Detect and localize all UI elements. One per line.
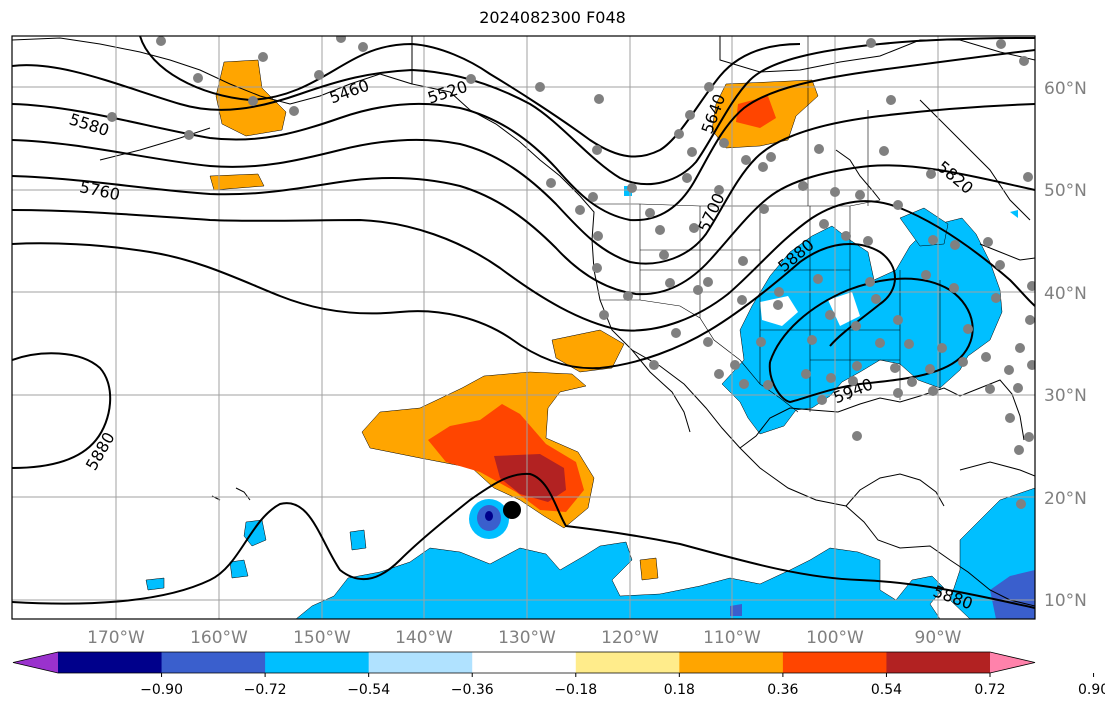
colorbar-tick-label: −0.36 <box>451 682 494 698</box>
colorbar-segment <box>472 652 577 673</box>
latitude-label: 50°N <box>1044 181 1087 201</box>
colorbar-segment <box>886 652 991 673</box>
colorbar-tick-label: 0.90 <box>1078 682 1105 698</box>
latitude-label: 40°N <box>1044 284 1087 304</box>
longitude-label: 170°W <box>87 628 145 648</box>
colorbar-tick-label: −0.90 <box>140 682 183 698</box>
colorbar-segment <box>679 652 784 673</box>
shaded-anomaly-fields <box>145 59 1035 619</box>
graticule <box>12 36 1035 619</box>
map-area: 5460 5520 5580 5640 5700 5760 5820 5880 … <box>12 36 1035 619</box>
longitude-label: 100°W <box>806 628 864 648</box>
longitude-label: 110°W <box>703 628 761 648</box>
latitude-axis: 60°N 50°N 40°N 30°N 20°N 10°N <box>1044 79 1087 611</box>
colorbar-tick-label: −0.72 <box>244 682 287 698</box>
colorbar-extend-low <box>13 652 58 673</box>
colorbar-tick-label: 0.36 <box>767 682 798 698</box>
colorbar-segment <box>782 652 887 673</box>
longitude-label: 150°W <box>293 628 351 648</box>
colorbar-segment <box>265 652 370 673</box>
colorbar-tick-label: 0.54 <box>871 682 902 698</box>
colorbar-tick-label: −0.18 <box>554 682 597 698</box>
latitude-label: 20°N <box>1044 489 1087 509</box>
colorbar-segment <box>161 652 266 673</box>
longitude-label: 140°W <box>395 628 453 648</box>
latitude-label: 30°N <box>1044 386 1087 406</box>
storm-center-marker <box>503 501 521 519</box>
height-contours <box>12 36 1035 609</box>
station-markers <box>107 36 1035 509</box>
colorbar-segment <box>58 652 163 673</box>
colorbar-tick-label: 0.72 <box>974 682 1005 698</box>
longitude-label: 130°W <box>498 628 556 648</box>
longitude-label: 90°W <box>915 628 962 648</box>
latitude-label: 10°N <box>1044 591 1087 611</box>
colorbar-extend-high <box>990 652 1035 673</box>
longitude-label: 120°W <box>601 628 659 648</box>
figure-title: 2024082300 F048 <box>479 8 626 27</box>
colorbar-outline <box>12 651 1036 674</box>
colorbar-tick-label: −0.54 <box>347 682 390 698</box>
colorbar-segment <box>575 652 680 673</box>
colorbar: −0.90 −0.72 −0.54 −0.36 −0.18 0.18 0.36 0.54 0.7… <box>12 651 1105 698</box>
map-frame <box>11 35 1036 620</box>
longitude-label: 160°W <box>190 628 248 648</box>
colorbar-segment <box>368 652 473 673</box>
colorbar-tick-label: 0.18 <box>664 682 695 698</box>
latitude-label: 60°N <box>1044 79 1087 99</box>
longitude-axis: 170°W 160°W 150°W 140°W 130°W 120°W 110°… <box>87 628 962 648</box>
